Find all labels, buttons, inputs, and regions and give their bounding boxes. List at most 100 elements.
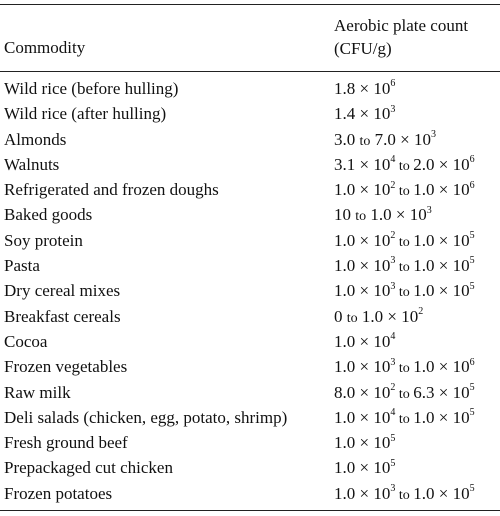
plate-count-cell: 1.0 × 102 to 1.0 × 106: [334, 179, 475, 203]
plate-count-cell: 1.0 × 104: [334, 331, 395, 353]
exponent: 5: [469, 230, 475, 242]
commodity-cell: Breakfast cereals: [4, 306, 121, 326]
mantissa: 1.0 × 10: [334, 180, 391, 200]
exponent: 6: [469, 179, 475, 191]
table-row: Almonds 3.0 to 7.0 × 103: [0, 129, 500, 154]
commodity-cell: Baked goods: [4, 205, 93, 225]
commodity-cell: Refrigerated and frozen doughs: [4, 180, 219, 200]
plate-count-cell: 3.0 to 7.0 × 103: [334, 129, 436, 153]
plate-count-cell: 1.0 × 103 to 1.0 × 105: [334, 255, 475, 279]
plate-count-cell: 8.0 × 102 to 6.3 × 105: [334, 382, 475, 406]
commodity-cell: Walnuts: [4, 154, 60, 174]
mantissa: 1.0 × 10: [357, 306, 419, 326]
mantissa: 1.0 × 10: [334, 433, 391, 453]
plate-count-cell: 1.4 × 103: [334, 103, 395, 125]
range-word: to: [395, 158, 414, 174]
table-row: Pasta 1.0 × 103 to 1.0 × 105: [0, 255, 500, 280]
range-word: to: [355, 209, 367, 225]
table-row: Frozen potatoes 1.0 × 103 to 1.0 × 105: [0, 483, 500, 508]
exponent: 2: [418, 306, 424, 318]
table-row: Raw milk 8.0 × 102 to 6.3 × 105: [0, 382, 500, 407]
exponent: 5: [390, 432, 396, 444]
mantissa: 8.0 × 10: [334, 382, 391, 402]
plate-count-cell: 1.0 × 103 to 1.0 × 105: [334, 280, 475, 304]
range-word: to: [346, 310, 358, 326]
mantissa: 1.8 × 10: [334, 79, 391, 98]
mantissa: 3.0: [334, 129, 360, 149]
commodity-cell: Soy protein: [4, 230, 83, 250]
table-top-rule: [0, 4, 500, 5]
commodity-cell: Pasta: [4, 256, 40, 276]
table-row: Fresh ground beef 1.0 × 105: [0, 432, 500, 457]
range-word: to: [395, 411, 414, 427]
commodity-cell: Frozen potatoes: [4, 483, 113, 503]
mantissa: 7.0 × 10: [370, 129, 431, 149]
mantissa: 1.0 × 10: [334, 281, 391, 301]
header-aerobic-plate-count: Aerobic plate count (CFU/g): [334, 14, 468, 60]
commodity-cell: Dry cereal mixes: [4, 281, 121, 301]
commodity-cell: Deli salads (chicken, egg, potato, shrim…: [4, 407, 288, 427]
plate-count-cell: 0 to 1.0 × 102: [334, 306, 423, 330]
exponent: 4: [390, 154, 396, 166]
mantissa: 1.0 × 10: [334, 357, 391, 377]
commodity-cell: Cocoa: [4, 331, 48, 351]
exponent: 4: [390, 407, 396, 419]
mantissa: 1.0 × 10: [413, 230, 470, 250]
header-commodity: Commodity: [4, 38, 86, 57]
exponent: 5: [469, 407, 475, 419]
mantissa: 3.1 × 10: [334, 154, 391, 174]
mantissa: 2.0 × 10: [413, 154, 470, 174]
mantissa: 1.0 × 10: [413, 483, 470, 503]
mantissa: 1.4 × 10: [334, 104, 391, 124]
mantissa: 1.0 × 10: [366, 205, 427, 225]
mantissa: 1.0 × 10: [334, 256, 391, 276]
header-apc-line1: Aerobic plate count: [334, 16, 469, 35]
exponent: 5: [469, 280, 475, 292]
range-word: to: [395, 361, 414, 377]
mantissa: 1.0 × 10: [413, 281, 470, 301]
header-apc-line2: (CFU/g): [334, 39, 392, 58]
plate-count-cell: 1.0 × 103 to 1.0 × 105: [334, 483, 475, 507]
mantissa: 1.0 × 10: [334, 230, 391, 250]
mantissa: 1.0 × 10: [334, 458, 391, 478]
exponent: 5: [469, 483, 475, 495]
exponent: 3: [390, 103, 396, 115]
table-row: Cocoa 1.0 × 104: [0, 331, 500, 356]
table-row: Refrigerated and frozen doughs 1.0 × 102 …: [0, 179, 500, 204]
table-row: Baked goods 10 to 1.0 × 103: [0, 204, 500, 229]
mantissa: 1.0 × 10: [334, 483, 391, 503]
mantissa: 1.0 × 10: [413, 407, 470, 427]
exponent: 3: [430, 128, 436, 140]
exponent: 6: [390, 78, 396, 90]
range-word: to: [395, 234, 414, 250]
table-row: Wild rice (after hulling) 1.4 × 103: [0, 103, 500, 128]
plate-count-cell: 1.0 × 103 to 1.0 × 106: [334, 356, 475, 380]
exponent: 6: [469, 154, 475, 166]
mantissa: 1.0 × 10: [413, 357, 470, 377]
commodity-cell: Raw milk: [4, 382, 71, 402]
exponent: 2: [390, 381, 396, 393]
range-word: to: [395, 184, 414, 200]
commodity-cell: Prepackaged cut chicken: [4, 458, 173, 478]
exponent: 2: [390, 179, 396, 191]
mantissa: 1.0 × 10: [334, 331, 391, 351]
table-row: Wild rice (before hulling) 1.8 × 106: [0, 78, 500, 103]
range-word: to: [395, 260, 414, 276]
plate-count-cell: 10 to 1.0 × 103: [334, 204, 432, 228]
range-word: to: [395, 285, 414, 301]
exponent: 5: [469, 381, 475, 393]
table-row: Prepackaged cut chicken 1.0 × 105: [0, 457, 500, 482]
exponent: 3: [390, 280, 396, 292]
exponent: 2: [390, 230, 396, 242]
plate-count-cell: 1.0 × 105: [334, 432, 395, 454]
range-word: to: [395, 487, 414, 503]
table-row: Dry cereal mixes 1.0 × 103 to 1.0 × 105: [0, 280, 500, 305]
exponent: 5: [469, 255, 475, 267]
commodity-cell: Wild rice (after hulling): [4, 104, 167, 124]
exponent: 3: [426, 204, 432, 216]
exponent: 6: [469, 356, 475, 368]
plate-count-cell: 1.0 × 104 to 1.0 × 105: [334, 407, 475, 431]
mantissa: 10: [334, 205, 356, 225]
plate-count-cell: 1.0 × 102 to 1.0 × 105: [334, 230, 475, 254]
